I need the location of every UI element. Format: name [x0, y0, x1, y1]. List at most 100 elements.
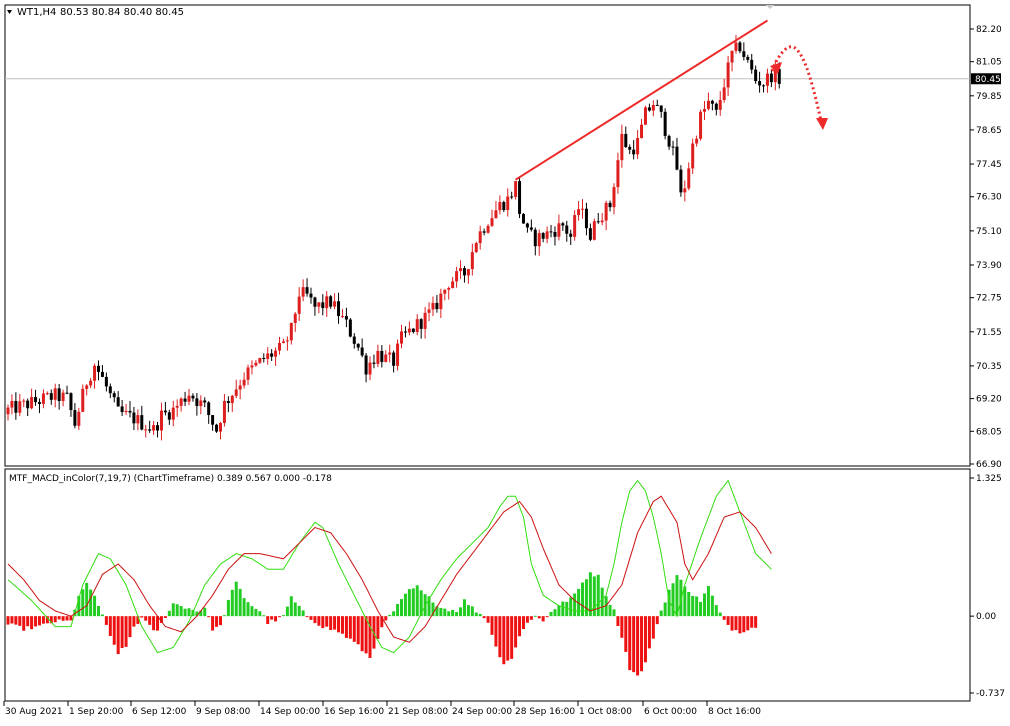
macd-histogram — [6, 572, 758, 676]
macd-histogram-bar — [581, 582, 585, 617]
candle — [301, 279, 305, 302]
candle-body — [699, 111, 703, 139]
macd-histogram-bar — [317, 616, 321, 626]
macd-signal-line — [7, 495, 772, 643]
candle — [211, 414, 215, 431]
candle — [573, 210, 577, 241]
candle-body — [148, 429, 152, 431]
candle — [506, 188, 510, 217]
macd-histogram-bar — [451, 609, 455, 617]
macd-histogram-bar — [274, 616, 278, 622]
candle-body — [651, 104, 655, 111]
candle — [144, 424, 148, 438]
arrow-head-down-icon — [816, 118, 828, 130]
dropdown-arrow-icon[interactable] — [7, 10, 12, 14]
macd-histogram-bar — [616, 616, 620, 627]
macd-histogram-bar — [388, 614, 392, 617]
candle — [49, 389, 53, 405]
candle-body — [407, 328, 411, 333]
macd-histogram-bar — [490, 616, 494, 635]
symbol-header[interactable]: WT1,H4 80.53 80.84 80.40 80.45 — [7, 7, 184, 18]
candle-body — [714, 103, 718, 110]
candle-body — [171, 407, 175, 420]
macd-histogram-bar — [108, 616, 112, 637]
macd-histogram-bar — [466, 605, 470, 617]
candle-body — [116, 397, 120, 407]
candle-body — [628, 147, 632, 150]
candle — [400, 324, 403, 349]
candle-body — [388, 352, 392, 355]
candle-body — [608, 202, 612, 208]
candle-body — [89, 380, 93, 386]
macd-histogram-bar — [218, 616, 222, 626]
macd-histogram-bar — [254, 608, 258, 617]
candle — [191, 393, 195, 402]
price-tick-label: 66.90 — [976, 460, 1002, 470]
macd-histogram-bar — [667, 589, 671, 617]
macd-histogram-bar — [89, 589, 93, 617]
time-tick-label: 8 Oct 16:00 — [708, 707, 761, 717]
candle-body — [765, 73, 769, 86]
macd-histogram-bar — [687, 591, 691, 617]
candle-body — [30, 397, 34, 409]
macd-histogram-bar — [636, 616, 640, 676]
candle-body — [274, 350, 278, 357]
candlestick-series — [6, 34, 781, 441]
macd-histogram-bar — [199, 610, 203, 617]
candle-body — [156, 425, 160, 431]
candle-body — [140, 415, 144, 430]
macd-histogram-bar — [278, 616, 282, 618]
candle-body — [215, 424, 219, 432]
candle-body — [655, 104, 659, 106]
candle — [706, 92, 710, 111]
candle-body — [97, 365, 101, 372]
macd-histogram-bar — [557, 605, 561, 617]
shift-marker-icon[interactable] — [766, 5, 774, 9]
candle-body — [581, 208, 585, 210]
candle — [462, 265, 466, 283]
macd-histogram-bar — [640, 616, 644, 672]
macd-histogram-bar — [718, 612, 722, 617]
candle — [758, 71, 762, 93]
candle — [207, 401, 211, 424]
macd-histogram-bar — [333, 616, 337, 630]
rising-trendline[interactable] — [515, 19, 768, 181]
candle-body — [329, 296, 333, 307]
candle-body — [356, 343, 360, 348]
candle-body — [132, 412, 136, 424]
macd-histogram-bar — [431, 602, 435, 617]
candle-body — [340, 315, 344, 317]
candle — [230, 394, 234, 412]
macd-histogram-bar — [403, 593, 407, 617]
macd-histogram-bar — [10, 616, 14, 624]
macd-histogram-bar — [439, 607, 443, 617]
macd-histogram-bar — [97, 606, 101, 617]
candle — [305, 278, 309, 297]
candle — [85, 384, 89, 396]
candle — [195, 393, 199, 416]
candle — [466, 268, 470, 284]
last-price-badge: 80.45 — [971, 73, 1001, 85]
candle — [22, 398, 26, 408]
candle-body — [120, 406, 124, 413]
price-tick-label: 71.55 — [976, 328, 1002, 338]
candle-body — [372, 362, 376, 364]
candle — [533, 227, 537, 256]
macd-histogram-bar — [683, 586, 687, 617]
macd-histogram-bar — [380, 616, 384, 628]
candle — [364, 352, 368, 383]
time-tick-label: 28 Sep 16:00 — [515, 707, 575, 717]
candle — [612, 183, 616, 215]
time-tick-label: 14 Sep 00:00 — [260, 707, 320, 717]
macd-histogram-bar — [77, 595, 81, 617]
candle — [262, 353, 266, 363]
candle — [45, 391, 49, 396]
macd-axis: 1.325 0.00 -0.737 — [970, 474, 1005, 699]
candle-body — [518, 181, 522, 214]
candle — [608, 200, 612, 212]
candle — [57, 384, 61, 410]
candle-body — [144, 429, 148, 431]
candle — [65, 385, 69, 395]
